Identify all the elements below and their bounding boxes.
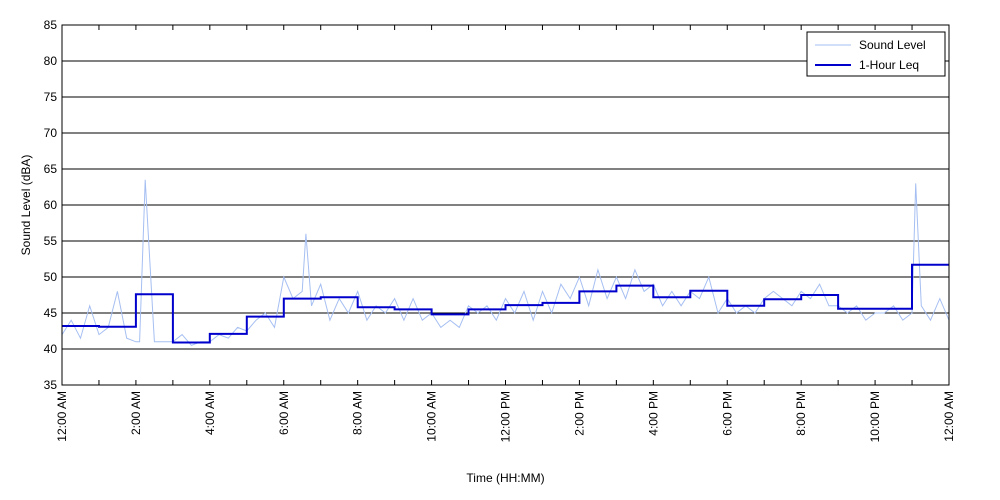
gridlines <box>62 60 949 350</box>
x-tick-label: 12:00 AM <box>55 391 69 442</box>
y-tick-label: 80 <box>44 54 58 68</box>
x-tick-label: 12:00 AM <box>942 391 956 442</box>
x-tick-label: 4:00 PM <box>646 391 660 436</box>
y-tick-label: 70 <box>44 126 58 140</box>
y-tick-label: 35 <box>44 378 58 392</box>
plot-frame <box>61 24 950 386</box>
y-tick-label: 40 <box>44 342 58 356</box>
y-tick-label: 50 <box>44 270 58 284</box>
x-tick-label: 4:00 AM <box>203 391 217 435</box>
plot-series <box>61 179 950 346</box>
x-tick-label: 2:00 PM <box>572 391 586 436</box>
x-tick-label: 6:00 AM <box>277 391 291 435</box>
x-tick-label: 12:00 PM <box>499 391 513 442</box>
x-tick-label: 8:00 AM <box>351 391 365 435</box>
x-tick-label: 10:00 PM <box>868 391 882 442</box>
y-tick-label: 75 <box>44 90 58 104</box>
legend-box <box>806 31 946 77</box>
x-tick-label: 6:00 PM <box>720 391 734 436</box>
y-tick-label: 60 <box>44 198 58 212</box>
x-axis-label: Time (HH:MM) <box>466 471 544 485</box>
x-tick-label: 10:00 AM <box>425 391 439 442</box>
y-axis-label: Sound Level (dBA) <box>19 155 33 256</box>
x-axis-ticks: 12:00 AM 2:00 AM 4:00 AM 6:00 AM 8:00 AM 10:0… <box>55 25 956 442</box>
y-axis-ticks: 35 40 45 50 55 60 65 70 75 80 85 <box>44 18 949 392</box>
legend: Sound Level 1-Hour Leq <box>806 31 946 77</box>
series-line-1-hour-leq <box>62 263 949 344</box>
x-tick-label: 8:00 PM <box>794 391 808 436</box>
legend-label-sound-level: Sound Level <box>859 38 926 52</box>
x-tick-label: 2:00 AM <box>129 391 143 435</box>
y-tick-label: 85 <box>44 18 58 32</box>
y-tick-label: 55 <box>44 234 58 248</box>
legend-label-1-hour-leq: 1-Hour Leq <box>859 58 919 72</box>
y-tick-label: 45 <box>44 306 58 320</box>
y-tick-label: 65 <box>44 162 58 176</box>
